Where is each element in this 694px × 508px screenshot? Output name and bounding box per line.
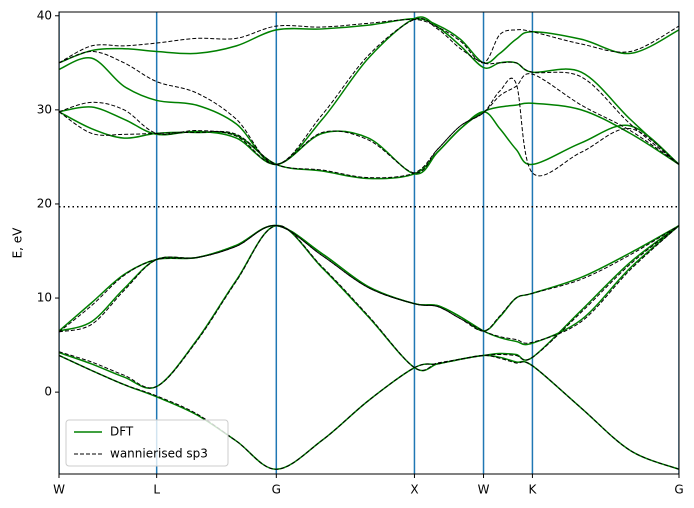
plot-area [59,12,679,474]
band-line [59,225,679,389]
band-line [59,73,679,174]
x-tick-label: L [153,483,160,497]
band-line [59,224,679,346]
band-line [59,16,679,166]
legend-label: DFT [110,425,134,439]
y-tick-label: 0 [44,385,52,399]
y-axis-label: E, eV [11,227,25,259]
x-tick-label: K [528,483,537,497]
x-tick-label: G [674,483,683,497]
y-tick-label: 40 [37,8,52,22]
legend-label: wannierised sp3 [110,447,208,461]
legend-box [65,419,229,467]
band-line [59,225,679,344]
band-line [59,224,679,389]
x-tick-label: X [410,483,418,497]
band-line [59,77,679,179]
x-tick-label: W [478,483,490,497]
band-line [59,17,679,165]
axes-frame [58,11,680,475]
band-line [59,102,679,175]
band-line [59,110,679,180]
y-tick-label: 30 [37,102,52,116]
x-tick-label: W [53,483,65,497]
band-line [59,225,679,333]
y-tick-label: 10 [37,291,52,305]
y-tick-label: 20 [37,196,52,210]
band-line [59,18,679,64]
x-tick-label: G [272,483,281,497]
